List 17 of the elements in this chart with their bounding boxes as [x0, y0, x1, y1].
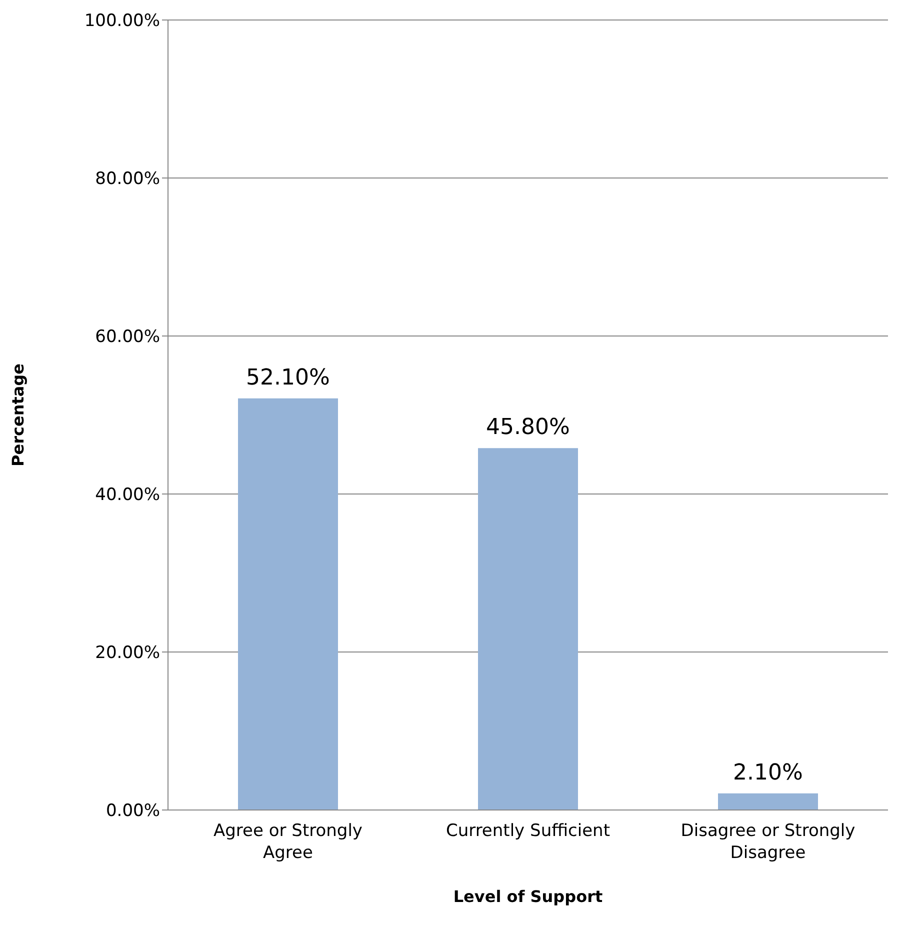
y-tick-label: 20.00% [95, 643, 160, 664]
x-tick-label: Currently Sufficient [446, 821, 610, 841]
y-axis-title: Percentage [8, 363, 28, 466]
y-tick-label: 80.00% [95, 169, 160, 190]
data-label: 52.10% [246, 365, 330, 390]
x-tick-label: Disagree or Strongly Disagree [680, 821, 856, 863]
bar [718, 793, 818, 810]
x-tick-label: Agree or Strongly Agree [214, 821, 362, 863]
bar [478, 448, 578, 810]
y-tick-label: 60.00% [95, 327, 160, 348]
bar [238, 398, 338, 810]
y-tick-label: 100.00% [84, 11, 160, 32]
y-tick-label: 40.00% [95, 485, 160, 506]
data-label: 2.10% [733, 760, 803, 786]
x-axis-title: Level of Support [453, 887, 603, 906]
y-tick-label: 0.00% [106, 801, 160, 822]
data-label: 45.80% [486, 415, 570, 440]
